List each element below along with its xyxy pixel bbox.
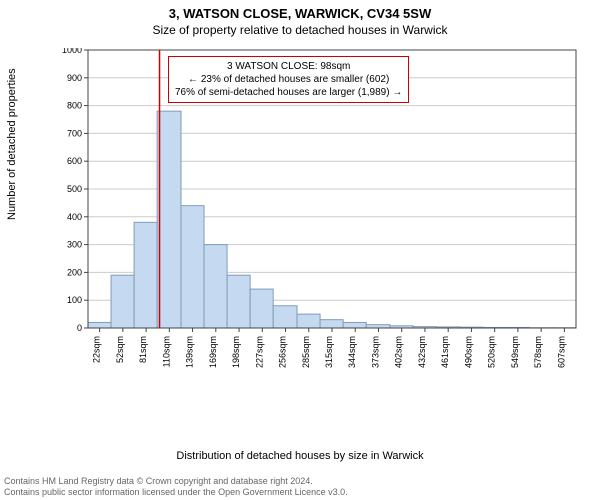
svg-text:315sqm: 315sqm bbox=[324, 336, 334, 368]
svg-text:198sqm: 198sqm bbox=[231, 336, 241, 368]
svg-text:300: 300 bbox=[67, 240, 82, 250]
svg-text:344sqm: 344sqm bbox=[347, 336, 357, 368]
svg-text:169sqm: 169sqm bbox=[208, 336, 218, 368]
footer-line-1: Contains HM Land Registry data © Crown c… bbox=[4, 476, 348, 487]
svg-text:1000: 1000 bbox=[62, 48, 82, 55]
title-main: 3, WATSON CLOSE, WARWICK, CV34 5SW bbox=[0, 0, 600, 21]
x-axis-label: Distribution of detached houses by size … bbox=[0, 450, 600, 462]
svg-text:432sqm: 432sqm bbox=[417, 336, 427, 368]
chart-container: 3, WATSON CLOSE, WARWICK, CV34 5SW Size … bbox=[0, 0, 600, 500]
svg-text:900: 900 bbox=[67, 73, 82, 83]
info-line-3: 76% of semi-detached houses are larger (… bbox=[175, 86, 402, 99]
svg-text:139sqm: 139sqm bbox=[185, 336, 195, 368]
title-sub: Size of property relative to detached ho… bbox=[0, 21, 600, 37]
svg-text:256sqm: 256sqm bbox=[278, 336, 288, 368]
info-line-2: ← 23% of detached houses are smaller (60… bbox=[175, 73, 402, 86]
svg-text:400: 400 bbox=[67, 212, 82, 222]
svg-text:600: 600 bbox=[67, 156, 82, 166]
svg-text:81sqm: 81sqm bbox=[138, 336, 148, 363]
svg-text:800: 800 bbox=[67, 101, 82, 111]
svg-text:402sqm: 402sqm bbox=[394, 336, 404, 368]
y-axis-label: Number of detached properties bbox=[6, 68, 18, 220]
svg-text:110sqm: 110sqm bbox=[161, 336, 171, 367]
svg-text:700: 700 bbox=[67, 128, 82, 138]
svg-text:549sqm: 549sqm bbox=[510, 336, 520, 368]
footer-line-2: Contains public sector information licen… bbox=[4, 487, 348, 498]
svg-text:52sqm: 52sqm bbox=[115, 336, 125, 363]
svg-text:100: 100 bbox=[67, 295, 82, 305]
info-box: 3 WATSON CLOSE: 98sqm ← 23% of detached … bbox=[168, 56, 409, 103]
svg-text:520sqm: 520sqm bbox=[487, 336, 497, 368]
svg-text:22sqm: 22sqm bbox=[92, 336, 102, 363]
svg-text:373sqm: 373sqm bbox=[370, 336, 380, 368]
svg-text:500: 500 bbox=[67, 184, 82, 194]
info-line-1: 3 WATSON CLOSE: 98sqm bbox=[175, 60, 402, 73]
svg-text:0: 0 bbox=[77, 323, 82, 333]
svg-text:578sqm: 578sqm bbox=[533, 336, 543, 368]
histogram-svg: 0 100 200 300 400 500 600 700 800 900 1000 22sqm 52s… bbox=[58, 48, 578, 448]
svg-text:227sqm: 227sqm bbox=[254, 336, 264, 368]
footer: Contains HM Land Registry data © Crown c… bbox=[4, 476, 348, 498]
svg-text:285sqm: 285sqm bbox=[301, 336, 311, 368]
svg-text:461sqm: 461sqm bbox=[440, 336, 450, 368]
svg-text:607sqm: 607sqm bbox=[556, 336, 566, 368]
svg-text:200: 200 bbox=[67, 267, 82, 277]
chart-area: 0 100 200 300 400 500 600 700 800 900 1000 22sqm 52s… bbox=[58, 48, 578, 388]
svg-text:490sqm: 490sqm bbox=[463, 336, 473, 368]
